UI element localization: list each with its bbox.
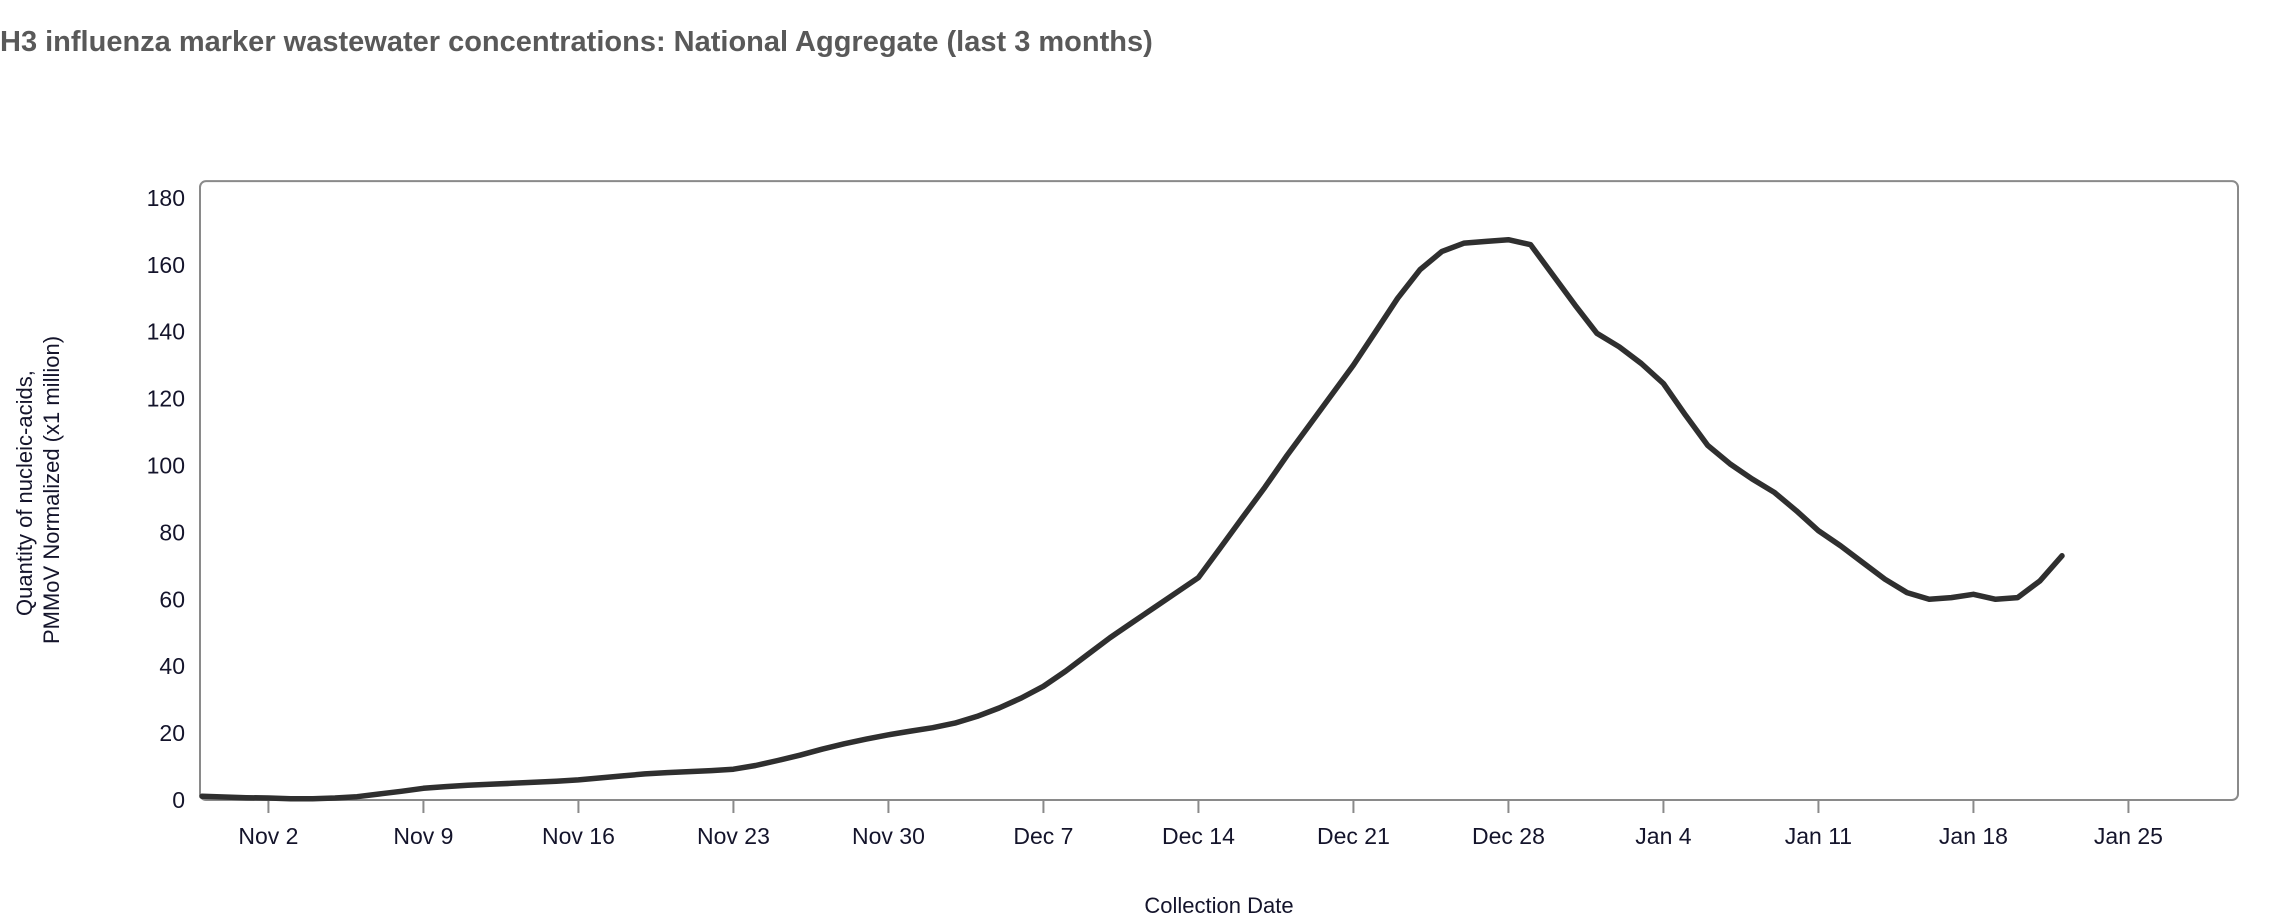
x-tick-label: Dec 28 [1472, 823, 1545, 849]
y-tick-label: 180 [147, 185, 185, 211]
y-axis-title-line1: Quantity of nucleic-acids, [12, 370, 37, 616]
data-line [199, 236, 2065, 802]
x-axis-title: Collection Date [1144, 893, 1293, 918]
x-tick-label: Dec 14 [1162, 823, 1235, 849]
chart-title: H3 influenza marker wastewater concentra… [0, 26, 1153, 58]
y-tick-label: 100 [147, 453, 185, 479]
x-tick-label: Dec 7 [1013, 823, 1073, 849]
y-tick-label: 40 [159, 653, 185, 679]
x-tick-label: Nov 30 [852, 823, 925, 849]
x-tick-label: Jan 11 [1785, 823, 1852, 849]
y-tick-label: 80 [159, 519, 185, 545]
x-tick-label: Nov 9 [393, 823, 453, 849]
y-tick-label: 0 [172, 787, 185, 813]
x-axis-tick-labels: Nov 2 Nov 9 Nov 16 Nov 23 Nov 30 Dec 7 Dec 14 D… [238, 823, 2163, 849]
x-tick-label: Dec 21 [1317, 823, 1390, 849]
x-tick-label: Nov 2 [238, 823, 298, 849]
plot-border [199, 180, 2239, 802]
y-tick-label: 20 [159, 720, 185, 746]
x-tick-label: Jan 4 [1635, 823, 1691, 849]
x-tick-label: Jan 25 [2094, 823, 2163, 849]
y-axis-title: Quantity of nucleic-acids, PMMoV Normali… [12, 336, 64, 644]
y-axis-title-line2: PMMoV Normalized (x1 million) [39, 336, 64, 644]
x-axis-ticks [267, 800, 2130, 813]
x-tick-label: Jan 18 [1939, 823, 2008, 849]
x-tick-label: Nov 16 [542, 823, 615, 849]
y-tick-label: 160 [147, 252, 185, 278]
y-tick-label: 120 [147, 386, 185, 412]
x-tick-label: Nov 23 [697, 823, 770, 849]
y-tick-label: 60 [159, 586, 185, 612]
y-tick-label: 140 [147, 319, 185, 345]
y-axis-tick-labels: 0 20 40 60 80 100 120 140 160 180 [147, 185, 185, 813]
